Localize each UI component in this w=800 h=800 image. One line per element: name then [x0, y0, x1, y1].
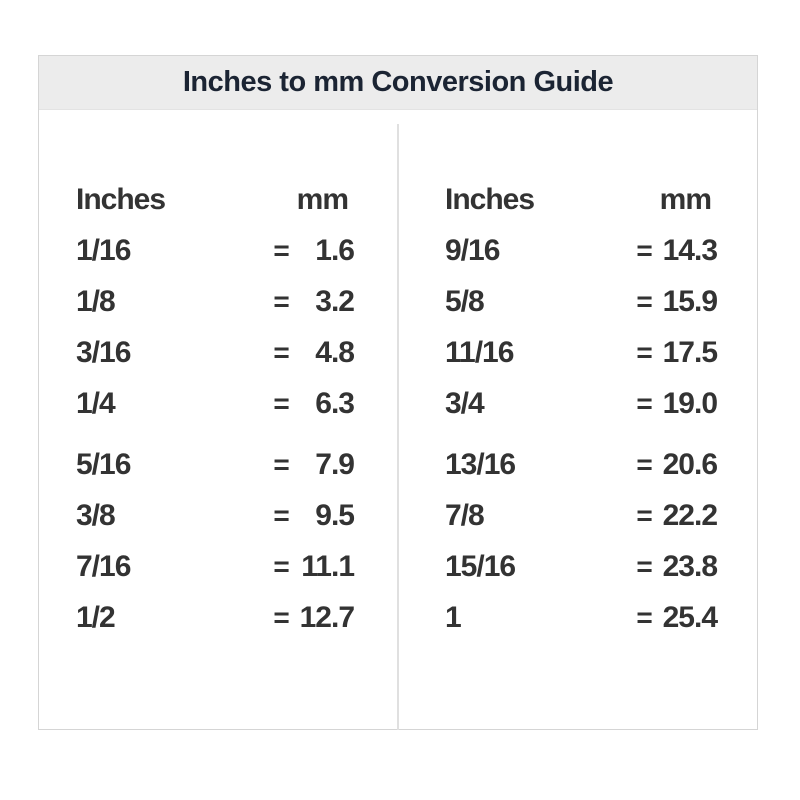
mm-value: 6.3	[315, 386, 355, 420]
conversion-table: Inches mm 1/16 = 1.6 1/8 = 3.2 3/16	[39, 110, 757, 730]
inches-value: 7/8	[445, 498, 485, 532]
column-divider	[397, 124, 399, 730]
equals-sign: =	[636, 336, 652, 368]
table-row: 3/16 = 4.8	[76, 327, 355, 378]
table-row: 3/8 = 9.5	[76, 490, 355, 541]
mm-value: 11.1	[301, 549, 355, 583]
mm-column-header: mm	[296, 182, 349, 216]
inches-value: 15/16	[445, 549, 516, 583]
column-header-row: Inches mm	[445, 174, 717, 225]
table-row: 15/16 = 23.8	[445, 541, 718, 592]
table-row: 1 = 25.4	[445, 592, 718, 643]
table-row: 5/16 = 7.9	[76, 439, 355, 490]
table-column-left: Inches mm 1/16 = 1.6 1/8 = 3.2 3/16	[39, 110, 398, 730]
mm-value: 19.0	[662, 386, 718, 420]
table-row: 7/8 = 22.2	[445, 490, 718, 541]
inches-value: 13/16	[445, 447, 516, 481]
mm-value: 9.5	[315, 498, 355, 532]
table-row: 7/16 = 11.1	[76, 541, 355, 592]
inches-value: 1/2	[76, 600, 116, 634]
table-row: 1/8 = 3.2	[76, 276, 355, 327]
equals-sign: =	[273, 387, 289, 419]
column-header-row: Inches mm	[76, 174, 354, 225]
table-row: 1/4 = 6.3	[76, 378, 355, 429]
mm-value: 20.6	[662, 447, 718, 481]
inches-column-header: Inches	[445, 182, 535, 216]
conversion-guide-panel: Inches to mm Conversion Guide Inches mm …	[38, 55, 758, 730]
table-row: 5/8 = 15.9	[445, 276, 718, 327]
mm-value: 22.2	[662, 498, 718, 532]
equals-sign: =	[273, 285, 289, 317]
page-title: Inches to mm Conversion Guide	[182, 66, 614, 98]
mm-value: 12.7	[299, 600, 355, 634]
inches-value: 5/8	[445, 284, 485, 318]
mm-column-header: mm	[659, 182, 712, 216]
inches-value: 9/16	[445, 233, 500, 267]
equals-sign: =	[636, 387, 652, 419]
mm-value: 25.4	[662, 600, 718, 634]
mm-value: 7.9	[315, 447, 355, 481]
equals-sign: =	[636, 499, 652, 531]
equals-sign: =	[273, 234, 289, 266]
inches-value: 1/8	[76, 284, 116, 318]
equals-sign: =	[636, 285, 652, 317]
inches-value: 11/16	[445, 335, 514, 369]
equals-sign: =	[636, 601, 652, 633]
equals-sign: =	[273, 601, 289, 633]
mm-value: 3.2	[315, 284, 355, 318]
equals-sign: =	[636, 448, 652, 480]
mm-value: 15.9	[662, 284, 718, 318]
equals-sign: =	[636, 234, 652, 266]
equals-sign: =	[273, 336, 289, 368]
table-row: 11/16 = 17.5	[445, 327, 718, 378]
guide-header-bar: Inches to mm Conversion Guide	[39, 56, 757, 110]
inches-value: 7/16	[76, 549, 131, 583]
inches-value: 1	[445, 600, 462, 634]
table-row: 3/4 = 19.0	[445, 378, 718, 429]
equals-sign: =	[273, 448, 289, 480]
table-row: 9/16 = 14.3	[445, 225, 718, 276]
inches-column-header: Inches	[76, 182, 166, 216]
mm-value: 1.6	[315, 233, 355, 267]
inches-value: 1/16	[76, 233, 131, 267]
inches-value: 5/16	[76, 447, 131, 481]
equals-sign: =	[636, 550, 652, 582]
equals-sign: =	[273, 499, 289, 531]
mm-value: 14.3	[662, 233, 718, 267]
inches-value: 3/4	[445, 386, 485, 420]
inches-value: 1/4	[76, 386, 116, 420]
inches-value: 3/16	[76, 335, 131, 369]
table-column-right: Inches mm 9/16 = 14.3 5/8 = 15.9 11/1	[398, 110, 757, 730]
equals-sign: =	[273, 550, 289, 582]
inches-value: 3/8	[76, 498, 116, 532]
mm-value: 17.5	[662, 335, 718, 369]
table-row: 1/2 = 12.7	[76, 592, 355, 643]
mm-value: 23.8	[662, 549, 718, 583]
mm-value: 4.8	[315, 335, 355, 369]
table-row: 13/16 = 20.6	[445, 439, 718, 490]
table-row: 1/16 = 1.6	[76, 225, 355, 276]
